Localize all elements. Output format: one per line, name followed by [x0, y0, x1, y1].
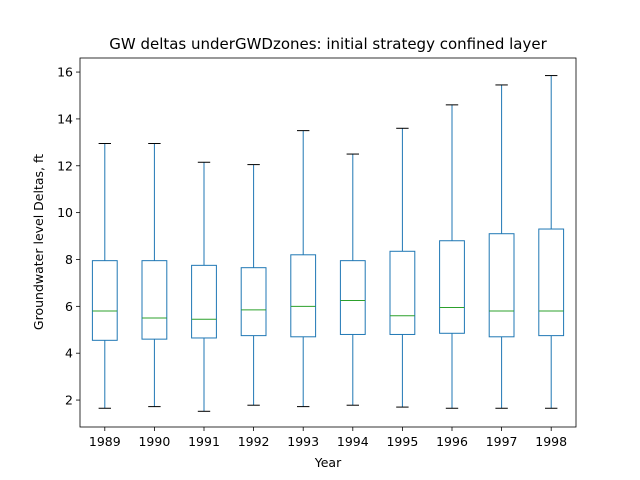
iqr-box: [141, 260, 168, 340]
x-tick-label: 1998: [535, 434, 567, 449]
y-tick-label: 16: [57, 65, 73, 80]
iqr-box: [488, 233, 515, 338]
x-tick-label: 1992: [238, 434, 270, 449]
plot-frame: [79, 57, 577, 428]
box-1997: [488, 84, 515, 409]
x-tick-label: 1993: [287, 434, 319, 449]
y-tick-label: 14: [57, 111, 73, 126]
x-tick-label: 1997: [486, 434, 518, 449]
plot-area: [91, 75, 565, 412]
iqr-box: [538, 228, 565, 337]
x-axis: 1989 1990 1991 1992 1993 1994 1995 1996 1997 1998: [89, 427, 567, 449]
box-1990: [141, 143, 168, 408]
iqr-box: [290, 254, 317, 338]
x-tick-label: 1995: [386, 434, 418, 449]
box-1996: [439, 104, 465, 409]
box-1989: [91, 143, 118, 409]
y-tick-label: 4: [65, 346, 73, 361]
box-1993: [290, 130, 317, 408]
y-tick-label: 6: [65, 299, 73, 314]
iqr-box: [240, 267, 267, 337]
x-tick-label: 1996: [436, 434, 468, 449]
y-tick-label: 12: [57, 158, 73, 173]
iqr-box: [439, 240, 465, 334]
iqr-box: [91, 260, 118, 341]
chart-title: GW deltas underGWDzones: initial strateg…: [109, 35, 547, 53]
y-tick-label: 8: [65, 252, 73, 267]
iqr-box: [389, 250, 416, 335]
box-1991: [191, 161, 217, 412]
iqr-box: [191, 264, 217, 339]
box-1995: [389, 127, 416, 408]
iqr-box: [339, 260, 366, 335]
x-tick-label: 1991: [188, 434, 220, 449]
x-tick-label: 1994: [337, 434, 369, 449]
y-tick-label: 10: [57, 205, 73, 220]
y-axis: 2 4 6 8 10 12 14 16: [57, 65, 80, 408]
y-tick-label: 2: [65, 393, 73, 408]
x-tick-label: 1990: [138, 434, 170, 449]
x-axis-label: Year: [314, 455, 342, 470]
box-1992: [240, 164, 267, 406]
y-axis-label: Groundwater level Deltas, ft: [31, 154, 46, 330]
box-1994: [339, 153, 366, 406]
box-1998: [538, 75, 565, 409]
x-tick-label: 1989: [89, 434, 121, 449]
